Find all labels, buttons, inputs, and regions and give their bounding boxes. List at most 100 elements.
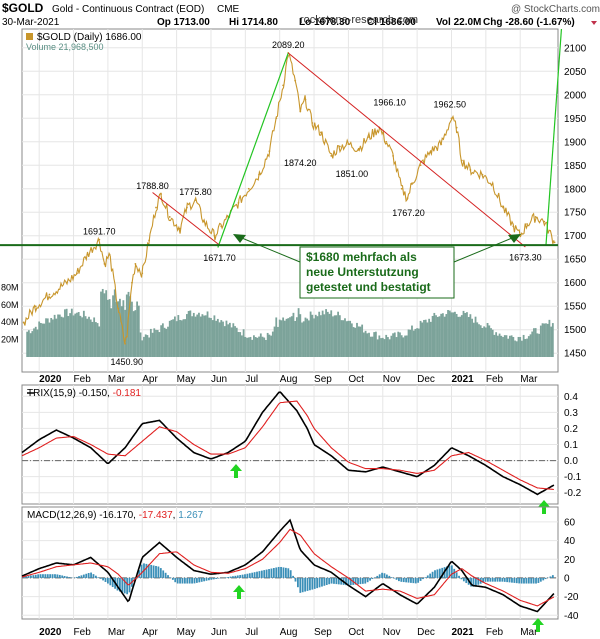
volume-bar: [137, 305, 140, 357]
histogram-bar: [328, 577, 331, 585]
symbol-label: $GOLD: [2, 1, 44, 15]
volume-bar: [29, 333, 32, 357]
price-data-label: 1673.30: [509, 252, 542, 262]
price-point: [220, 225, 223, 228]
volume-bar: [548, 319, 551, 357]
price-legend-label: $GOLD (Daily) 1686.00: [37, 32, 142, 43]
volume-bar: [321, 310, 324, 357]
volume-bar: [98, 326, 101, 357]
price-x-axis: 2020 Feb Mar Apr May Jun Jul Aug Sep Oct Nov Dec 202…: [39, 374, 538, 385]
callout-arrowhead-left: [233, 234, 246, 243]
volume-bar: [524, 339, 527, 357]
volume-bar: [151, 332, 154, 357]
volume-bar: [253, 335, 255, 357]
volume-bar: [378, 335, 381, 357]
source-label: @ StockCharts.com: [511, 4, 600, 15]
price-x-tick-label: Apr: [142, 374, 158, 385]
volume-bar: [127, 291, 130, 357]
volume-bar: [400, 335, 403, 357]
volume-bar: [328, 313, 331, 357]
histogram-bar: [284, 567, 287, 578]
volume-bar: [387, 337, 389, 357]
price-point: [491, 183, 494, 185]
y-tick-label: -0.1: [564, 472, 582, 483]
volume-bar: [447, 310, 449, 357]
volume-bar: [498, 333, 501, 357]
histogram-bar: [318, 577, 321, 588]
histogram-bar: [501, 577, 504, 582]
histogram-bar: [381, 572, 383, 578]
volume-bar: [39, 322, 42, 357]
volume-bar: [459, 316, 461, 357]
volume-bar: [165, 328, 168, 357]
volume-bar: [103, 293, 106, 357]
volume-bar: [270, 335, 273, 357]
volume-bar: [388, 339, 391, 357]
volume-y-tick-label: 80M: [1, 282, 19, 292]
price-x-tick-label: Aug: [280, 374, 298, 385]
volume-bar: [529, 334, 532, 357]
histogram-bar: [265, 569, 268, 578]
histogram-bar: [212, 577, 215, 580]
histogram-bar: [542, 577, 545, 581]
volume-bar: [550, 326, 553, 357]
histogram-bar: [429, 573, 432, 578]
volume-bar: [426, 322, 429, 357]
histogram-bar: [253, 572, 256, 578]
y-tick-label: 0.3: [564, 408, 578, 419]
histogram-bar: [422, 577, 424, 580]
volume-bar: [187, 311, 190, 357]
volume-bar: [132, 311, 135, 357]
volume-bar: [50, 317, 53, 357]
price-point: [294, 79, 297, 82]
y-tick-label: 0.0: [564, 456, 578, 467]
volume-bar: [148, 337, 151, 357]
histogram-bar: [345, 577, 347, 586]
price-point: [179, 227, 181, 230]
histogram-bar: [431, 571, 434, 578]
price-x-tick-label: Nov: [383, 374, 401, 385]
macd-title: MACD(12,26,9) -16.170, -17.437, 1.267: [27, 510, 204, 521]
volume-bar: [538, 333, 541, 357]
histogram-bar: [477, 577, 480, 585]
histogram-bar: [535, 577, 537, 584]
volume-bar: [119, 298, 121, 357]
macd-x-tick-label: Apr: [142, 627, 158, 638]
price-x-tick-label: Jul: [245, 374, 258, 385]
macd-x-tick-label: Feb: [486, 627, 504, 638]
price-x-tick-label: Mar: [108, 374, 126, 385]
trix-panel: -0.2 -0.1 0.0 0.1 0.2 0.3 0.4 TRIX(15,9) -0.15…: [21, 384, 582, 514]
histogram-bar: [436, 569, 439, 578]
histogram-bar: [503, 577, 506, 582]
histogram-bar: [311, 577, 314, 590]
histogram-bar: [176, 577, 179, 584]
histogram-bar: [539, 577, 542, 582]
price-point: [411, 183, 413, 185]
histogram-bar: [506, 577, 509, 583]
histogram-bar: [496, 577, 499, 582]
volume-bar: [48, 322, 51, 357]
volume-bar: [67, 316, 70, 357]
volume-bar: [216, 318, 219, 357]
volume-bar: [292, 312, 295, 357]
histogram-bar: [441, 567, 444, 578]
histogram-bar: [306, 577, 309, 591]
volume-bar: [479, 325, 482, 357]
histogram-bar: [383, 573, 386, 578]
volume-bar: [457, 316, 460, 357]
volume-bar: [472, 322, 475, 357]
histogram-bar: [188, 577, 191, 584]
volume-bar: [342, 320, 345, 357]
volume-bar: [362, 332, 365, 357]
volume-bar: [46, 318, 49, 357]
volume-bar: [411, 325, 413, 357]
price-data-label: 1775.80: [179, 187, 212, 197]
volume-bar: [173, 316, 176, 357]
volume-bar: [81, 317, 84, 357]
price-point: [155, 206, 157, 209]
volume-bar: [77, 312, 80, 357]
histogram-bar: [195, 577, 198, 583]
volume-bar: [199, 316, 202, 357]
volume-bar: [161, 323, 164, 357]
price-legend: $GOLD (Daily) 1686.00 Volume 21,968,500: [26, 32, 142, 52]
